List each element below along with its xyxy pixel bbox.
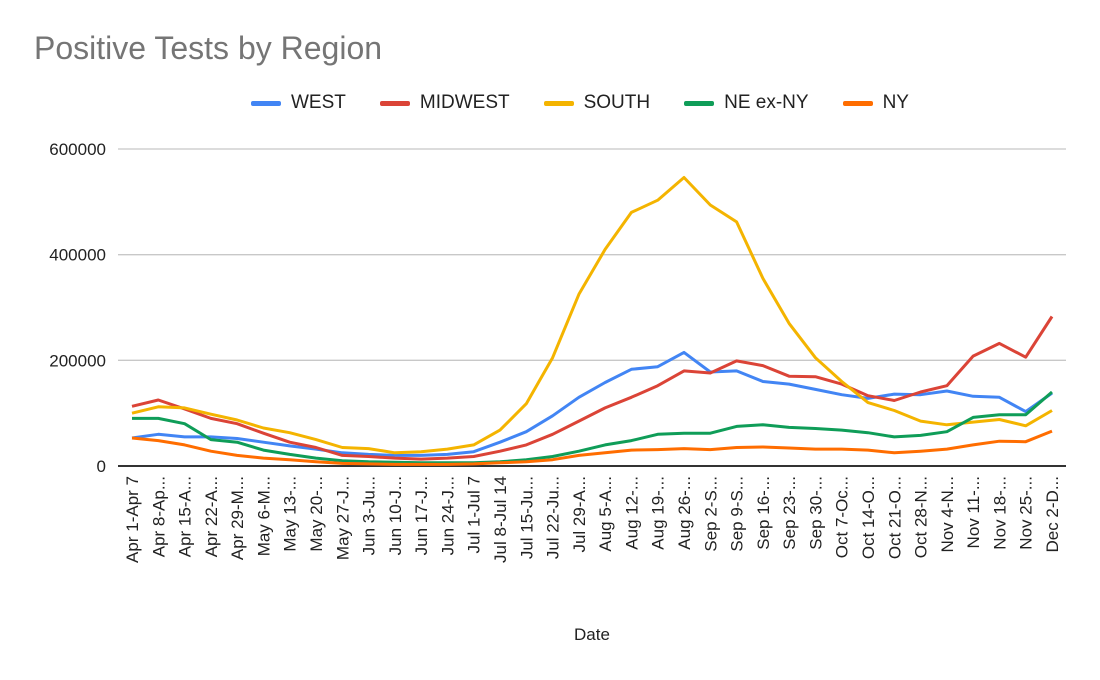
x-tick-label: Oct 14-O... bbox=[859, 476, 878, 559]
legend-item-ny[interactable]: NY bbox=[842, 92, 909, 114]
x-tick-label: Jun 3-Ju... bbox=[360, 476, 379, 555]
series-line-midwest[interactable] bbox=[131, 315, 1054, 461]
series-line-ny[interactable] bbox=[131, 429, 1053, 466]
x-tick-label: Aug 19-... bbox=[649, 476, 668, 550]
x-axis-label: Date bbox=[574, 625, 610, 644]
x-tick-label: Sep 30-... bbox=[806, 476, 825, 550]
x-tick-label: Nov 18-... bbox=[990, 476, 1009, 550]
x-tick-label: Aug 26-... bbox=[675, 476, 694, 550]
x-tick-label: Jul 15-Ju... bbox=[517, 476, 536, 559]
x-tick-label: Apr 22-A... bbox=[202, 476, 221, 557]
legend-label: MIDWEST bbox=[419, 92, 510, 113]
chart-title: Positive Tests by Region bbox=[34, 30, 383, 66]
y-tick-label: 200000 bbox=[49, 351, 106, 370]
x-tick-label: Jul 8-Jul 14 bbox=[491, 476, 510, 563]
x-tick-label: Oct 7-Oc... bbox=[833, 476, 852, 558]
x-tick-label: May 13-... bbox=[281, 476, 300, 552]
x-tick-label: Aug 12-... bbox=[622, 476, 641, 550]
x-tick-label: Sep 9-S... bbox=[728, 476, 747, 552]
x-tick-label: Jul 29-A... bbox=[570, 476, 589, 553]
x-tick-label: Jul 1-Jul 7 bbox=[465, 476, 484, 553]
x-tick-label: Apr 1-Apr 7 bbox=[123, 476, 142, 563]
legend-item-south[interactable]: SOUTH bbox=[543, 92, 651, 114]
x-tick-label: Nov 4-N... bbox=[938, 476, 957, 553]
legend-swatch bbox=[684, 100, 715, 106]
x-tick-label: May 20-... bbox=[307, 476, 326, 552]
x-tick-label: Jun 10-J... bbox=[386, 476, 405, 555]
legend-item-ne-ex-ny[interactable]: NE ex-NY bbox=[684, 92, 809, 114]
legend-label: NY bbox=[882, 92, 909, 113]
x-tick-label: Oct 28-N... bbox=[912, 476, 931, 558]
x-tick-label: Jul 22-Ju... bbox=[544, 476, 563, 559]
x-tick-label: Nov 25-... bbox=[1017, 476, 1036, 550]
x-tick-label: Sep 23-... bbox=[780, 476, 799, 550]
x-tick-label: Apr 15-A... bbox=[176, 476, 195, 557]
x-tick-label: Sep 2-S... bbox=[701, 476, 720, 552]
y-tick-label: 600000 bbox=[49, 140, 106, 159]
x-tick-label: Dec 2-D... bbox=[1043, 476, 1062, 553]
x-tick-label: Apr 8-Ap... bbox=[149, 476, 168, 557]
legend-label: SOUTH bbox=[583, 92, 651, 113]
y-tick-label: 400000 bbox=[49, 246, 106, 265]
legend-label: WEST bbox=[291, 92, 346, 113]
x-tick-label: Jun 17-J... bbox=[412, 476, 431, 555]
legend-swatch bbox=[379, 100, 410, 106]
x-tick-label: Apr 29-M... bbox=[228, 476, 247, 560]
series-line-west[interactable] bbox=[131, 350, 1053, 457]
x-tick-label: Sep 16-... bbox=[754, 476, 773, 550]
x-tick-label: Jun 24-J... bbox=[438, 476, 457, 555]
legend-item-midwest[interactable]: MIDWEST bbox=[379, 92, 510, 114]
x-tick-label: Oct 21-O... bbox=[885, 476, 904, 559]
legend-swatch bbox=[842, 100, 873, 106]
legend-label: NE ex-NY bbox=[724, 92, 809, 113]
x-tick-label: May 6-M... bbox=[254, 476, 273, 556]
y-tick-label: 0 bbox=[97, 457, 106, 476]
legend-swatch bbox=[251, 100, 281, 106]
x-tick-label: May 27-J... bbox=[333, 476, 352, 560]
x-tick-label: Nov 11-... bbox=[964, 476, 983, 548]
series-line-ne-ex-ny[interactable] bbox=[132, 390, 1053, 465]
series-line-south[interactable] bbox=[131, 176, 1053, 455]
legend: WEST MIDWEST SOUTH NE ex-NY NY bbox=[0, 92, 1100, 114]
x-tick-label: Aug 5-A... bbox=[596, 476, 615, 552]
legend-swatch bbox=[543, 100, 574, 106]
legend-item-west[interactable]: WEST bbox=[251, 92, 346, 114]
